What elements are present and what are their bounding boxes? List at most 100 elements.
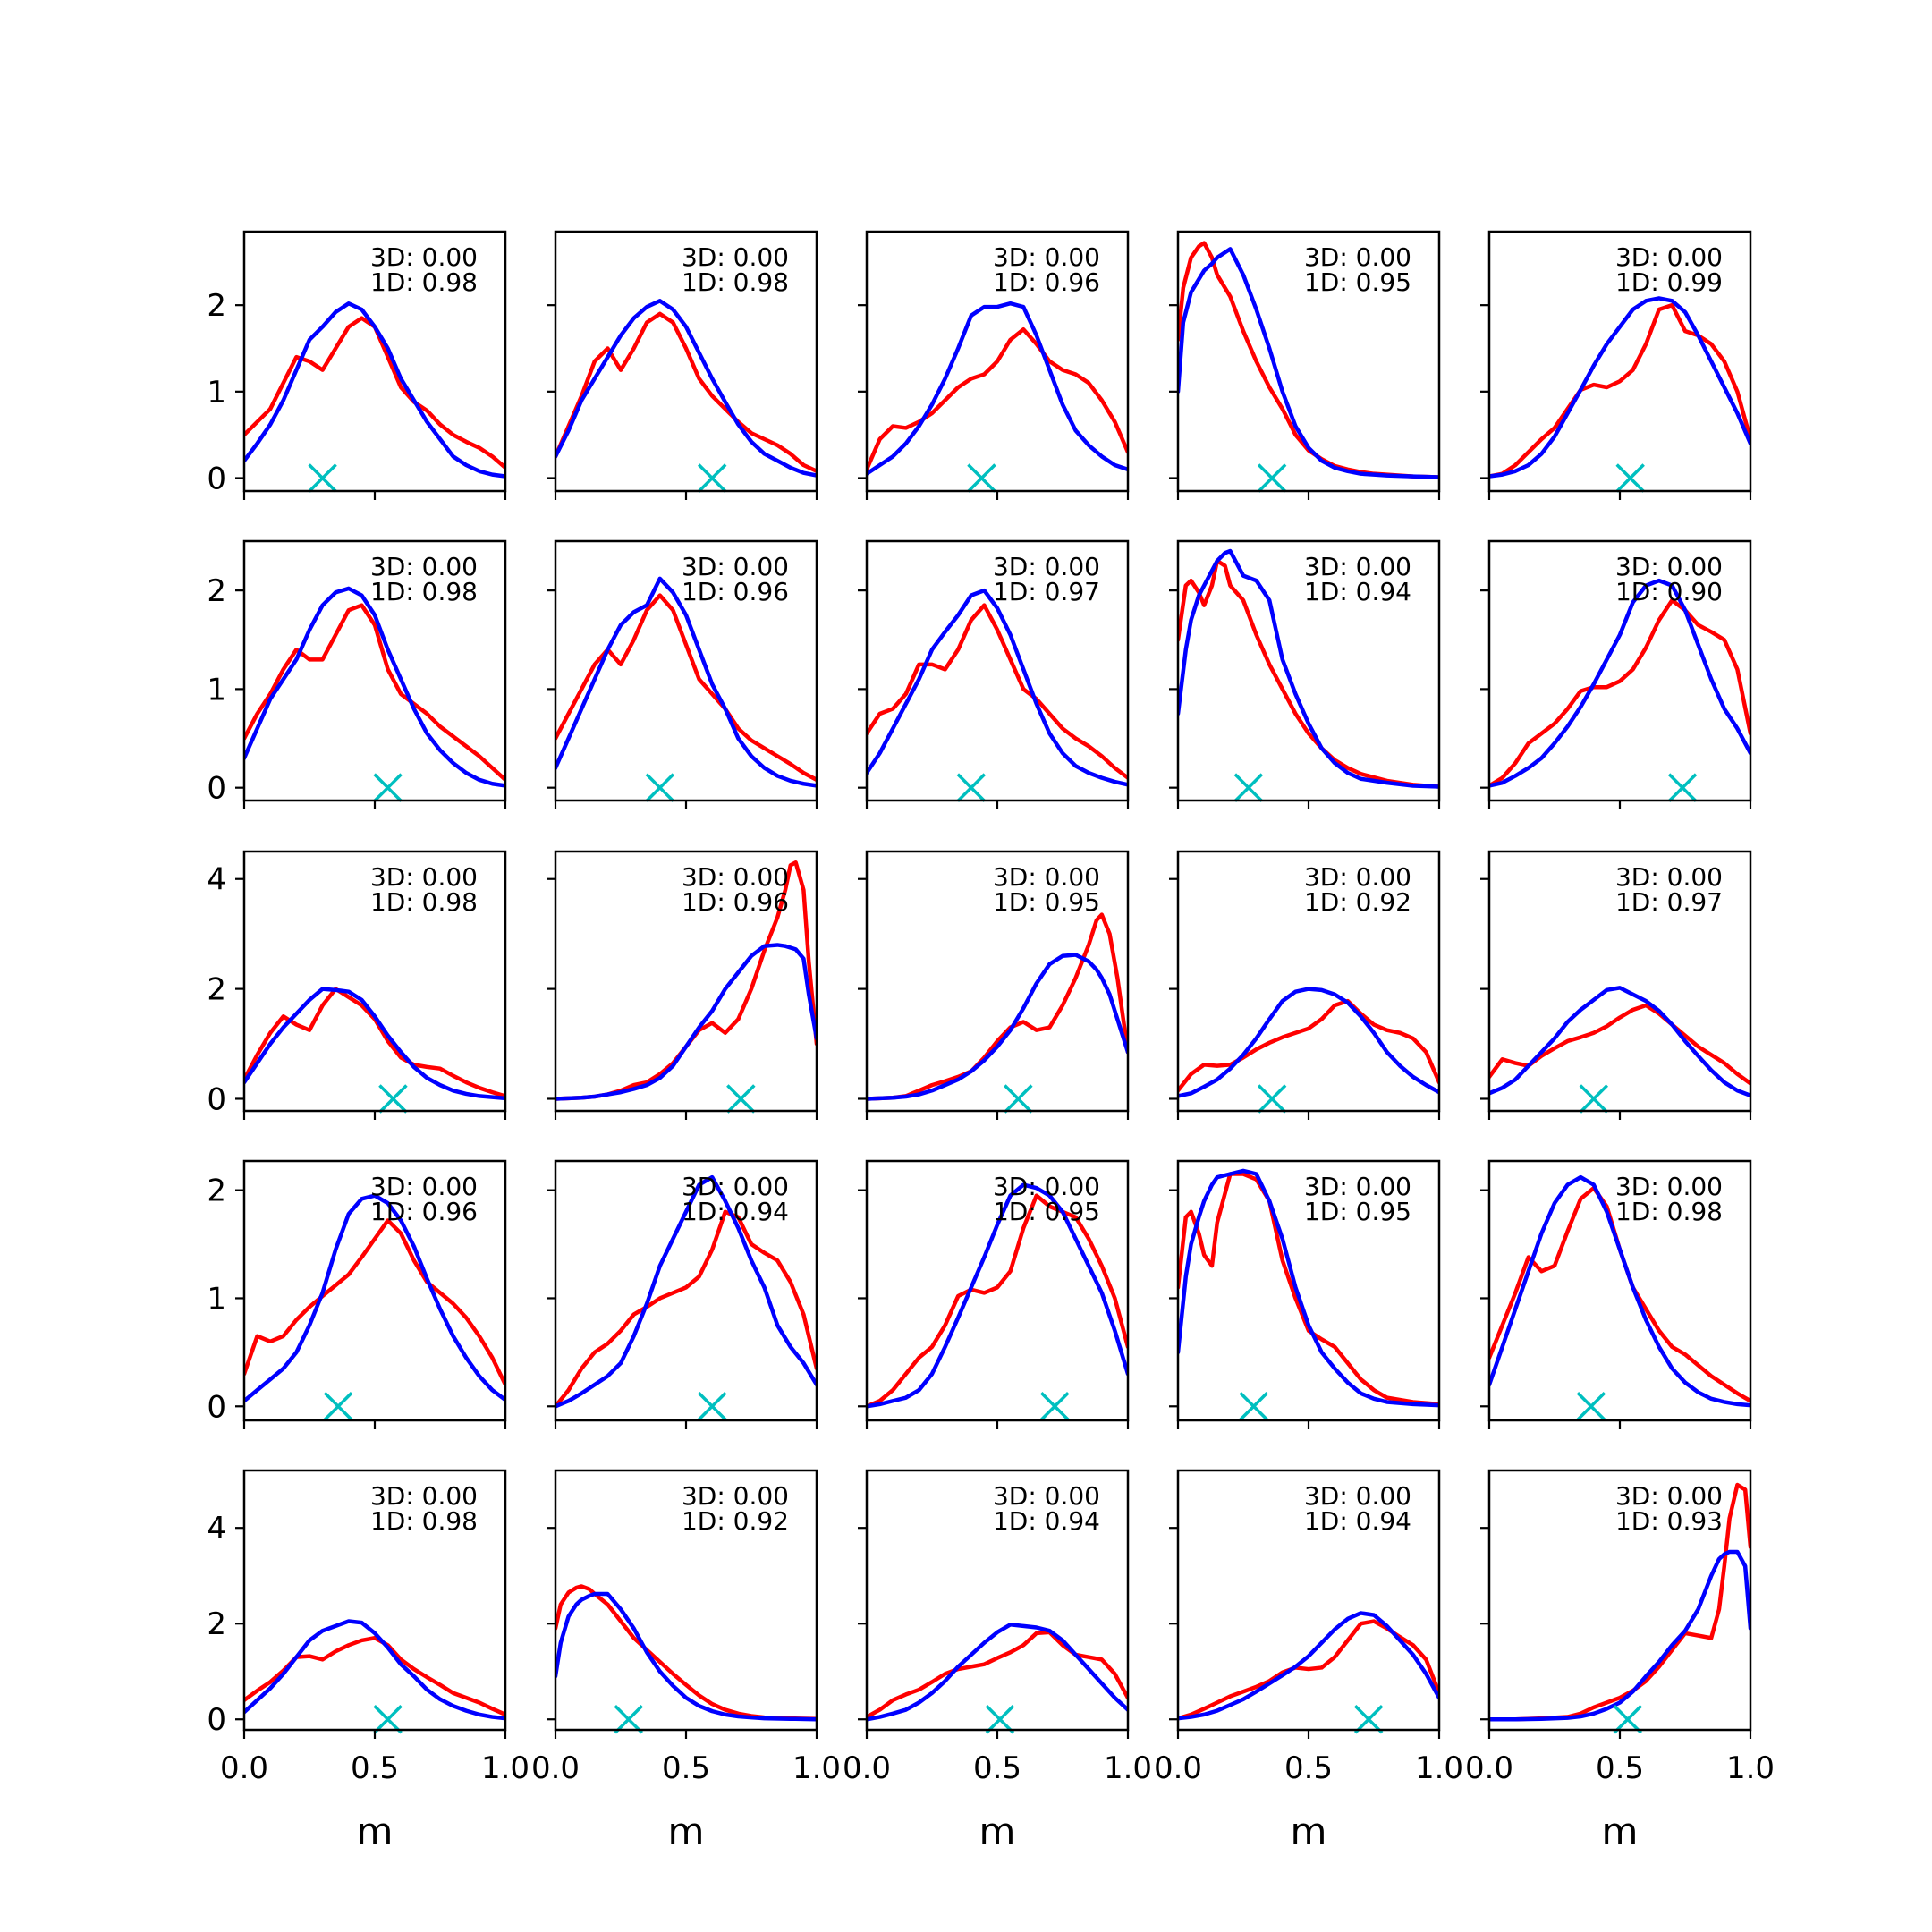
blue-density-curve bbox=[1489, 1174, 1750, 1408]
score-annotation: 3D: 0.00 bbox=[370, 862, 478, 892]
score-annotation: 3D: 0.00 bbox=[370, 552, 478, 581]
score-annotation: 1D: 0.93 bbox=[1615, 1506, 1723, 1536]
blue-density-curve bbox=[867, 588, 1128, 787]
red-density-curve bbox=[1178, 1619, 1439, 1721]
score-annotation: 3D: 0.00 bbox=[370, 242, 478, 272]
cross-marker-stroke bbox=[645, 773, 675, 802]
y-tick-label: 2 bbox=[207, 1606, 226, 1642]
y-tick-label: 0 bbox=[207, 1389, 226, 1425]
blue-density-curve bbox=[1489, 1549, 1750, 1722]
blue-density-curve bbox=[867, 953, 1128, 1101]
cross-marker bbox=[378, 1084, 408, 1114]
red-density-curve bbox=[244, 316, 505, 470]
cross-marker-stroke bbox=[697, 463, 727, 493]
cross-marker-stroke bbox=[1579, 1084, 1609, 1114]
score-annotation: 1D: 0.94 bbox=[1304, 577, 1411, 606]
score-annotation: 1D: 0.95 bbox=[1304, 267, 1411, 297]
y-tick-label: 1 bbox=[207, 1281, 226, 1317]
cross-marker bbox=[1233, 773, 1264, 802]
cross-marker-stroke bbox=[1353, 1704, 1384, 1734]
blue-density-curve bbox=[867, 301, 1128, 476]
red-density-curve bbox=[1489, 597, 1750, 788]
score-annotation: 1D: 0.95 bbox=[993, 887, 1100, 917]
blue-density-curve bbox=[555, 1174, 817, 1409]
score-annotation: 3D: 0.00 bbox=[682, 1481, 789, 1511]
score-annotation: 3D: 0.00 bbox=[1615, 1172, 1723, 1201]
blue-density-curve bbox=[867, 1623, 1128, 1722]
x-tick-label: 0.5 bbox=[973, 1750, 1021, 1786]
cross-marker bbox=[985, 1704, 1015, 1734]
score-annotation: 3D: 0.00 bbox=[993, 1172, 1100, 1201]
cross-marker bbox=[1576, 1392, 1606, 1421]
cross-marker-stroke bbox=[1257, 1084, 1287, 1114]
blue-density-curve bbox=[555, 299, 817, 478]
cross-marker bbox=[373, 1704, 402, 1734]
red-density-curve bbox=[867, 326, 1128, 472]
blue-density-curve bbox=[244, 1619, 505, 1721]
score-annotation: 3D: 0.00 bbox=[1304, 242, 1411, 272]
cross-marker-stroke bbox=[323, 1392, 353, 1421]
y-tick-label: 2 bbox=[207, 288, 226, 324]
cross-marker-stroke bbox=[1615, 463, 1645, 493]
blue-density-curve bbox=[555, 576, 817, 788]
score-annotation: 3D: 0.00 bbox=[370, 1172, 478, 1201]
cross-marker-stroke bbox=[1004, 1084, 1033, 1114]
cross-marker bbox=[726, 1084, 756, 1114]
blue-density-curve bbox=[1178, 548, 1439, 789]
cross-marker bbox=[1239, 1392, 1268, 1421]
cross-marker bbox=[1615, 463, 1645, 493]
blue-density-curve bbox=[244, 1193, 505, 1403]
cross-marker-stroke bbox=[985, 1704, 1015, 1734]
score-annotation: 1D: 0.98 bbox=[370, 267, 478, 297]
cross-marker bbox=[323, 1392, 353, 1421]
cross-marker-stroke bbox=[956, 773, 987, 802]
score-annotation: 1D: 0.94 bbox=[993, 1506, 1100, 1536]
cross-marker bbox=[967, 463, 996, 493]
score-annotation: 3D: 0.00 bbox=[1615, 242, 1723, 272]
red-density-curve bbox=[1178, 1172, 1439, 1407]
x-tick-label: 0.5 bbox=[1284, 1750, 1333, 1786]
cross-marker-stroke bbox=[1233, 773, 1264, 802]
cross-marker-stroke bbox=[378, 1084, 408, 1114]
score-annotation: 3D: 0.00 bbox=[1304, 1172, 1411, 1201]
blue-density-curve bbox=[244, 301, 505, 479]
red-density-curve bbox=[555, 593, 817, 783]
y-tick-label: 0 bbox=[207, 1081, 226, 1117]
score-annotation: 3D: 0.00 bbox=[1615, 862, 1723, 892]
blue-density-curve bbox=[867, 1182, 1128, 1409]
score-annotation: 1D: 0.98 bbox=[370, 1506, 478, 1536]
cross-marker bbox=[1613, 1704, 1642, 1734]
score-annotation: 3D: 0.00 bbox=[1615, 1481, 1723, 1511]
cross-marker bbox=[645, 773, 675, 802]
score-annotation: 1D: 0.90 bbox=[1615, 577, 1723, 606]
cross-marker-stroke bbox=[1040, 1392, 1070, 1421]
cross-marker bbox=[308, 463, 337, 493]
red-density-curve bbox=[1489, 302, 1750, 479]
x-tick-label: 1.0 bbox=[792, 1750, 841, 1786]
cross-marker bbox=[697, 463, 727, 493]
score-annotation: 1D: 0.98 bbox=[370, 887, 478, 917]
score-annotation: 1D: 0.95 bbox=[993, 1197, 1100, 1226]
score-annotation: 1D: 0.98 bbox=[370, 577, 478, 606]
blue-density-curve bbox=[1489, 986, 1750, 1098]
cross-marker bbox=[373, 773, 402, 802]
score-annotation: 1D: 0.96 bbox=[682, 577, 789, 606]
x-tick-label: 0.0 bbox=[531, 1750, 580, 1786]
blue-density-curve bbox=[555, 1591, 817, 1722]
red-density-curve bbox=[555, 311, 817, 474]
x-axis-label: m bbox=[1291, 1809, 1327, 1853]
cross-marker bbox=[1257, 463, 1287, 493]
blue-density-curve bbox=[1489, 296, 1750, 479]
